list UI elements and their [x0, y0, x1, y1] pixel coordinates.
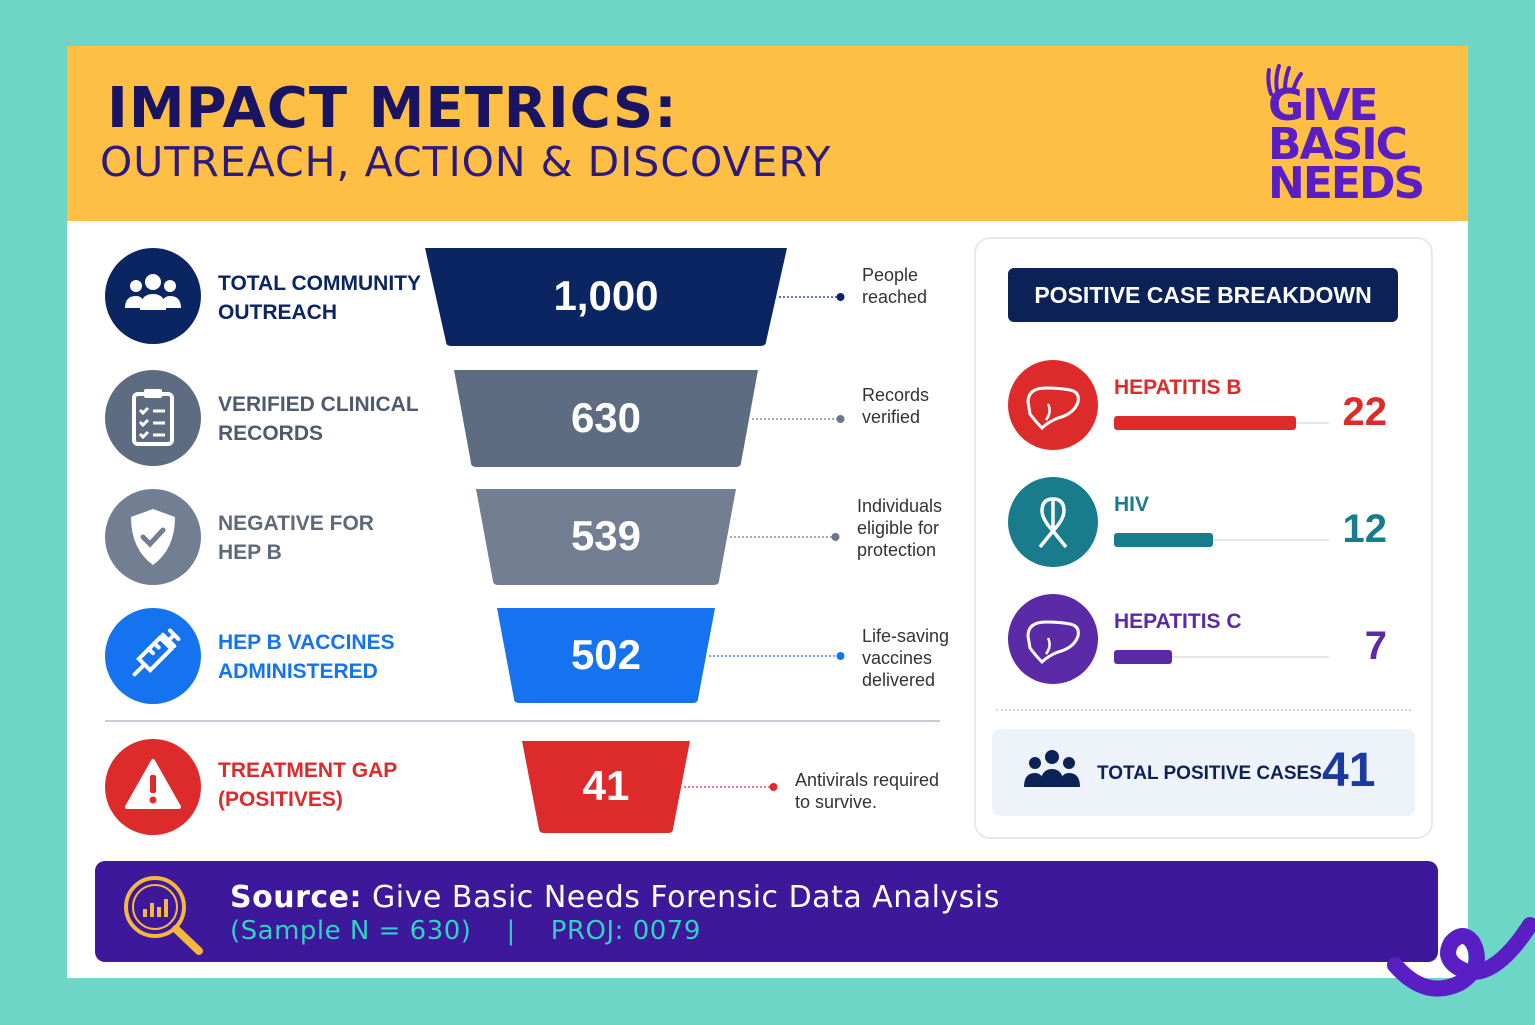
funnel-stage-4: 41: [518, 741, 694, 833]
swirl-decoration: [1387, 917, 1535, 997]
people-group-icon: [1024, 750, 1080, 787]
case-value: 7: [1364, 624, 1387, 668]
source-label: Source:: [230, 880, 362, 915]
funnel-stage-shape: [425, 248, 787, 346]
funnel-note: People reached: [862, 265, 928, 307]
sample-line: (Sample N = 630) | PROJ: 0079: [230, 916, 701, 946]
stage-label-treatment-gap: TREATMENT GAP (POSITIVES): [218, 759, 398, 811]
stage-label-outreach: TOTAL COMMUNITY OUTREACH: [218, 272, 421, 324]
funnel-value: 539: [570, 512, 642, 559]
funnel-stage-shape: [454, 370, 758, 467]
clipboard-checklist-icon: [105, 370, 201, 466]
funnel-value: 1,000: [553, 272, 659, 319]
logo-line-2: BASIC: [1268, 119, 1408, 170]
warning-triangle-icon: [105, 739, 201, 835]
leader-line: [729, 533, 839, 541]
funnel-bar: [497, 608, 715, 703]
page-subtitle: OUTREACH, ACTION & DISCOVERY: [100, 138, 832, 186]
stage-label-records: VERIFIED CLINICAL RECORDS: [218, 393, 419, 445]
hand-icon: [1266, 64, 1303, 96]
funnel-bar: [476, 489, 736, 585]
funnel-stage-1: 630: [450, 370, 762, 467]
give-basic-needs-logo: GIVE BASIC NEEDS: [1243, 64, 1453, 214]
leader-line: [683, 783, 777, 791]
case-name: HIV: [1114, 493, 1150, 516]
panel-separator: [996, 709, 1411, 711]
case-name: HEPATITIS C: [1114, 610, 1242, 633]
page-title: IMPACT METRICS:: [107, 76, 678, 141]
case-bar: [1114, 416, 1296, 430]
case-value: 12: [1342, 507, 1388, 551]
source-footer: Source: Give Basic Needs Forensic Data A…: [95, 861, 1438, 962]
liver-icon: [1008, 594, 1098, 684]
funnel-value: 41: [582, 762, 630, 809]
funnel-stage-shape: [522, 741, 690, 833]
funnel-note: Records verified: [862, 385, 930, 427]
funnel-stage-shape: [497, 608, 715, 703]
total-positive-value: 41: [1322, 744, 1376, 797]
stage-label-vaccines: HEP B VACCINES ADMINISTERED: [218, 631, 395, 683]
shield-check-icon: [105, 489, 201, 585]
funnel-bar: [425, 248, 787, 346]
people-group-icon: [105, 248, 201, 344]
case-track: [1114, 539, 1329, 541]
source-line: Source: Give Basic Needs Forensic Data A…: [230, 880, 1000, 915]
funnel-value: 630: [570, 393, 642, 441]
total-positive-label: TOTAL POSITIVE CASES: [1097, 763, 1322, 784]
funnel-bar: [522, 741, 690, 833]
awareness-ribbon-icon: [1008, 477, 1098, 567]
leader-line: [751, 414, 844, 423]
case-name: HEPATITIS B: [1114, 376, 1242, 399]
leader-line: [778, 293, 844, 301]
total-positive-box: TOTAL POSITIVE CASES 41: [992, 729, 1415, 816]
positive-case-panel: POSITIVE CASE BREAKDOWN HEPATITIS B 22 HIV…: [974, 237, 1433, 839]
infographic-card: IMPACT METRICS: OUTREACH, ACTION & DISCO…: [67, 46, 1468, 978]
funnel-note: Life-saving vaccines delivered: [862, 626, 950, 690]
funnel-note: Antivirals required to survive.: [795, 770, 940, 812]
syringe-icon: [105, 608, 201, 704]
case-value: 22: [1342, 390, 1388, 434]
liver-icon: [1008, 360, 1098, 450]
case-bar: [1114, 533, 1214, 547]
funnel-stage-shape: [476, 489, 736, 585]
funnel-stage-2: 539: [472, 489, 740, 585]
funnel-stage-0: 1,000: [421, 248, 791, 346]
stage-label-negative: NEGATIVE FOR HEP B: [218, 512, 374, 564]
funnel-divider: [105, 720, 940, 722]
magnifier-chart-icon: [124, 876, 203, 955]
case-track: [1114, 656, 1329, 658]
funnel-note: Individuals eligible for protection: [857, 496, 943, 560]
funnel-stage-3: 502: [493, 608, 719, 703]
header-banner: IMPACT METRICS: OUTREACH, ACTION & DISCO…: [67, 46, 1468, 221]
logo-line-3: NEEDS: [1268, 158, 1425, 209]
funnel-value: 502: [570, 630, 642, 678]
logo-line-1: GIVE: [1268, 80, 1379, 131]
funnel-bar: [454, 370, 758, 467]
leader-line: [708, 651, 844, 660]
source-text: Give Basic Needs Forensic Data Analysis: [372, 880, 1000, 915]
case-bar: [1114, 650, 1172, 664]
panel-title: POSITIVE CASE BREAKDOWN: [1008, 268, 1398, 322]
